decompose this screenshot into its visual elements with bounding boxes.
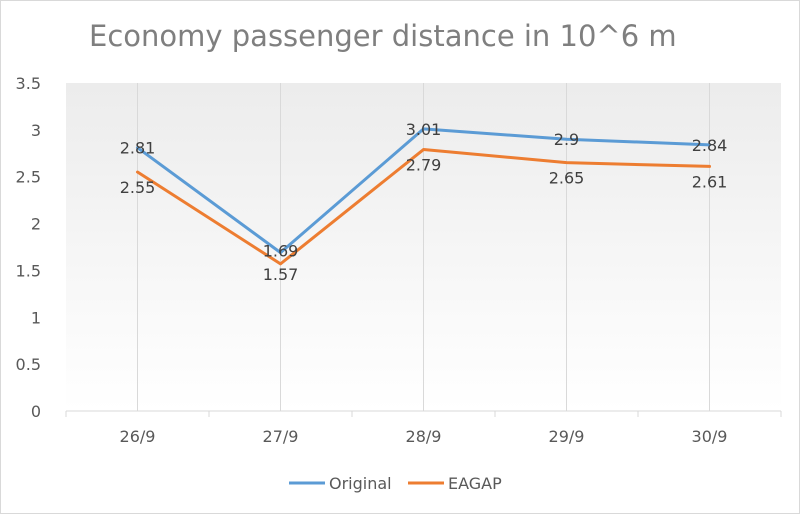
data-label: 1.69 xyxy=(263,242,299,261)
data-label: 2.81 xyxy=(120,139,156,158)
y-tick-label: 3 xyxy=(31,121,41,140)
grid-lines xyxy=(137,83,710,411)
y-tick-label: 3.5 xyxy=(16,74,41,93)
series-line-eagap xyxy=(136,148,711,266)
legend-label: EAGAP xyxy=(448,474,502,493)
axes: 0 0.5 1 1.5 2 2.5 3 3.5 26/9 27/9 28/9 29/9 30/9 xyxy=(16,74,782,446)
x-tick-label: 30/9 xyxy=(692,427,728,446)
x-tick-label: 29/9 xyxy=(549,427,585,446)
data-label: 2.55 xyxy=(120,178,156,197)
legend-label: Original xyxy=(329,474,392,493)
series-line-original xyxy=(136,127,711,255)
legend: Original EAGAP xyxy=(289,474,502,493)
y-tick-label: 2 xyxy=(31,215,41,234)
y-tick-label: 0.5 xyxy=(16,355,41,374)
data-label: 2.65 xyxy=(549,169,585,188)
x-tick-label: 26/9 xyxy=(120,427,156,446)
chart-title: Economy passenger distance in 10^6 m xyxy=(89,19,677,53)
y-tick-label: 1 xyxy=(31,308,41,327)
data-label: 2.61 xyxy=(692,172,728,191)
data-label: 2.84 xyxy=(692,136,728,155)
data-label: 1.57 xyxy=(263,265,299,284)
series-lines xyxy=(136,127,711,266)
data-labels: 2.81 1.69 3.01 2.9 2.84 2.55 1.57 2.79 2.65 2.61 xyxy=(120,120,728,284)
x-tick-label: 28/9 xyxy=(406,427,442,446)
data-label: 2.79 xyxy=(406,156,442,175)
x-tick-label: 27/9 xyxy=(263,427,299,446)
y-tick-label: 1.5 xyxy=(16,261,41,280)
y-tick-label: 0 xyxy=(31,402,41,421)
data-label: 2.9 xyxy=(554,130,579,149)
data-label: 3.01 xyxy=(406,120,442,139)
y-tick-label: 2.5 xyxy=(16,168,41,187)
